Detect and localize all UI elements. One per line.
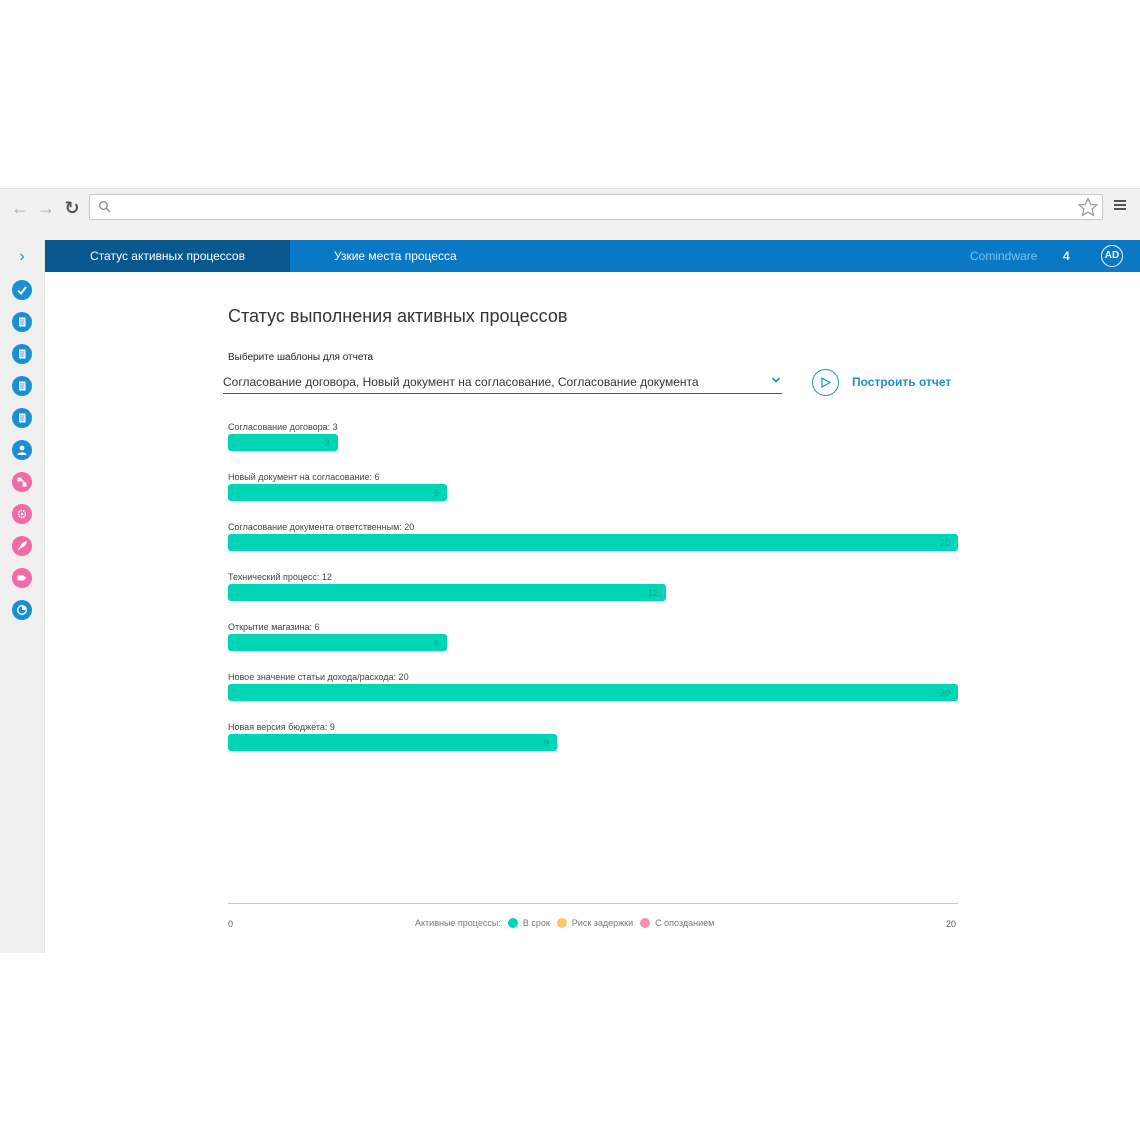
notification-count[interactable]: 4 xyxy=(1063,249,1070,263)
chart-bar[interactable]: 3 xyxy=(228,434,338,451)
browser-window: ← → ↻ › Статус активных процессов Узкие … xyxy=(0,188,1140,953)
search-icon xyxy=(99,201,111,213)
avatar[interactable]: AD xyxy=(1101,245,1123,267)
legend-dot xyxy=(640,918,651,928)
templates-select[interactable]: Согласование договора, Новый документ на… xyxy=(223,370,782,394)
pie-chart-icon xyxy=(16,604,28,616)
page-title: Статус выполнения активных процессов xyxy=(228,306,568,326)
arrow-left-icon: ← xyxy=(11,198,29,218)
bar-value-label: 9 xyxy=(543,738,549,748)
sidebar-item-document[interactable] xyxy=(12,312,32,332)
axis-min-label: 0 xyxy=(228,919,234,929)
diagram-icon xyxy=(17,477,27,487)
bar-label: Новая версия бюджета: 9 xyxy=(228,722,335,732)
sidebar-item-user[interactable] xyxy=(12,440,32,460)
sidebar-item-rocket[interactable] xyxy=(12,536,32,556)
back-button[interactable]: ← xyxy=(9,197,31,219)
tab-active-processes-status[interactable]: Статус активных процессов xyxy=(45,240,290,272)
browser-toolbar: ← → ↻ xyxy=(0,188,1140,240)
bar-value-label: 20 xyxy=(939,688,950,698)
legend-item[interactable]: Риск задержки xyxy=(571,918,634,928)
document-icon xyxy=(19,413,26,423)
app-sidebar: › xyxy=(0,240,45,953)
forward-button[interactable]: → xyxy=(35,197,57,219)
gear-icon xyxy=(17,509,27,519)
document-icon xyxy=(19,381,26,391)
app-header: Статус активных процессов Узкие места пр… xyxy=(45,240,1140,272)
brand-name[interactable]: Comindware xyxy=(970,249,1038,263)
sidebar-item-document[interactable] xyxy=(12,344,32,364)
main-content: Статус выполнения активных процессов Выб… xyxy=(46,272,1140,953)
chevron-down-icon xyxy=(771,377,781,383)
templates-select-value: Согласование договора, Новый документ на… xyxy=(223,375,699,389)
bar-value-label: 12 xyxy=(647,588,658,598)
bar-value-label: 3 xyxy=(324,438,330,448)
reload-icon: ↻ xyxy=(64,198,80,218)
chart-bar[interactable]: 12 xyxy=(228,584,666,601)
chart-bar[interactable]: 6 xyxy=(228,634,447,651)
chart-axis-line xyxy=(228,903,958,904)
address-bar[interactable] xyxy=(89,194,1103,220)
tab-process-bottlenecks[interactable]: Узкие места процесса xyxy=(334,249,457,263)
legend-dot xyxy=(507,918,518,928)
chart-bar[interactable]: 20 xyxy=(228,534,958,551)
rocket-icon xyxy=(17,540,28,551)
document-icon xyxy=(19,317,26,327)
document-icon xyxy=(19,349,26,359)
chart-bar[interactable]: 6 xyxy=(228,484,447,501)
chart-bar[interactable]: 20 xyxy=(228,684,958,701)
legend-dot xyxy=(556,918,567,928)
sidebar-item-check[interactable] xyxy=(12,280,32,300)
legend-item[interactable]: С опозданием xyxy=(655,918,715,928)
chart-bar[interactable]: 9 xyxy=(228,734,557,751)
bar-label: Согласование документа ответственным: 20 xyxy=(228,522,415,532)
play-icon[interactable] xyxy=(812,369,839,396)
tag-icon xyxy=(17,575,27,581)
arrow-right-icon: → xyxy=(37,198,55,218)
process-status-chart: Согласование договора: 3 3 Новый документ … xyxy=(228,422,958,922)
sidebar-item-diagram[interactable] xyxy=(12,472,32,492)
user-icon xyxy=(17,445,27,455)
bar-value-label: 20 xyxy=(939,538,950,548)
bar-value-label: 6 xyxy=(433,488,439,498)
chart-legend: Активные процессы: В срок Риск задержки С о… xyxy=(415,918,714,928)
hamburger-menu-icon[interactable] xyxy=(1114,200,1126,212)
legend-title: Активные процессы: xyxy=(415,918,501,928)
sidebar-item-document[interactable] xyxy=(12,408,32,428)
chevron-right-icon[interactable]: › xyxy=(19,248,25,265)
sidebar-item-document[interactable] xyxy=(12,376,32,396)
axis-max-label: 20 xyxy=(946,919,957,929)
sidebar-item-gear[interactable] xyxy=(12,504,32,524)
build-report-button[interactable]: Построить отчет xyxy=(852,375,952,389)
reload-button[interactable]: ↻ xyxy=(61,197,83,219)
bar-label: Согласование договора: 3 xyxy=(228,422,338,432)
bar-label: Открытие магазина: 6 xyxy=(228,622,320,632)
check-icon xyxy=(17,286,27,296)
sidebar-item-pie-chart[interactable] xyxy=(12,600,32,620)
bar-label: Новый документ на согласование: 6 xyxy=(228,472,380,482)
templates-label: Выберите шаблоны для отчета xyxy=(228,352,374,363)
legend-item[interactable]: В срок xyxy=(522,918,550,928)
bar-label: Новое значение статьи дохода/расхода: 20 xyxy=(228,672,409,682)
star-icon[interactable] xyxy=(1077,197,1099,217)
bar-label: Технический процесс: 12 xyxy=(228,572,332,582)
bar-value-label: 6 xyxy=(433,638,439,648)
sidebar-item-tag[interactable] xyxy=(12,568,32,588)
